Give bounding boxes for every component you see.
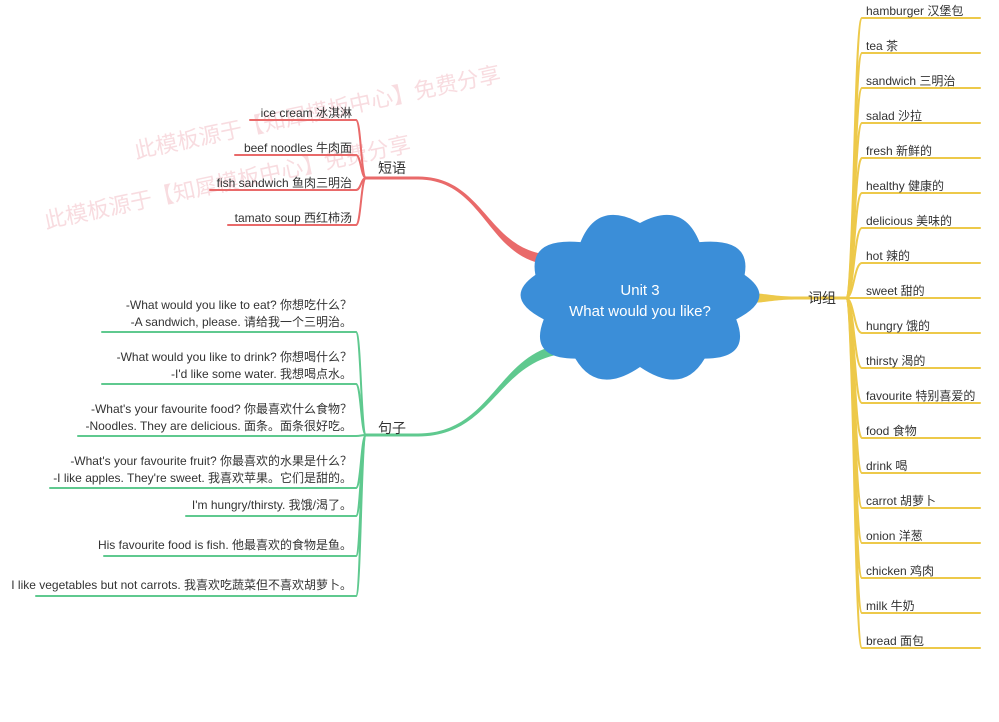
word-leaf: onion 洋葱 [866,528,923,545]
word-leaf: tea 茶 [866,38,898,55]
phrase-leaf: beef noodles 牛肉面 [244,140,352,157]
sentence-leaf: -What's your favourite food? 你最喜欢什么食物？-N… [85,401,352,435]
branch-sentences-label: 句子 [378,418,406,438]
phrase-leaf: ice cream 冰淇淋 [261,105,352,122]
word-leaf: fresh 新鲜的 [866,143,932,160]
word-leaf: carrot 胡萝卜 [866,493,936,510]
word-leaf: hamburger 汉堡包 [866,3,963,20]
word-leaf: hot 辣的 [866,248,910,265]
word-leaf: chicken 鸡肉 [866,563,934,580]
sentence-leaf: -What's your favourite fruit? 你最喜欢的水果是什么… [53,453,352,487]
word-leaf: sandwich 三明治 [866,73,955,90]
word-leaf: sweet 甜的 [866,283,925,300]
branch-words-label: 词组 [808,288,836,308]
word-leaf: bread 面包 [866,633,924,650]
phrase-leaf: fish sandwich 鱼肉三明治 [217,175,352,192]
branch-phrases-label: 短语 [378,158,406,178]
word-leaf: milk 牛奶 [866,598,915,615]
sentence-leaf: I'm hungry/thirsty. 我饿/渴了。 [192,497,352,514]
sentence-leaf: -What would you like to eat? 你想吃什么？-A sa… [126,297,352,331]
word-leaf: drink 喝 [866,458,907,475]
sentence-leaf: His favourite food is fish. 他最喜欢的食物是鱼。 [98,537,352,554]
phrase-leaf: tamato soup 西红柿汤 [235,210,352,227]
word-leaf: favourite 特别喜爱的 [866,388,975,405]
word-leaf: food 食物 [866,423,917,440]
word-leaf: delicious 美味的 [866,213,952,230]
word-leaf: healthy 健康的 [866,178,944,195]
word-leaf: salad 沙拉 [866,108,922,125]
sentence-leaf: -What would you like to drink? 你想喝什么？-I'… [117,349,352,383]
word-leaf: thirsty 渴的 [866,353,925,370]
word-leaf: hungry 饿的 [866,318,930,335]
sentence-leaf: I like vegetables but not carrots. 我喜欢吃蔬… [11,577,352,594]
